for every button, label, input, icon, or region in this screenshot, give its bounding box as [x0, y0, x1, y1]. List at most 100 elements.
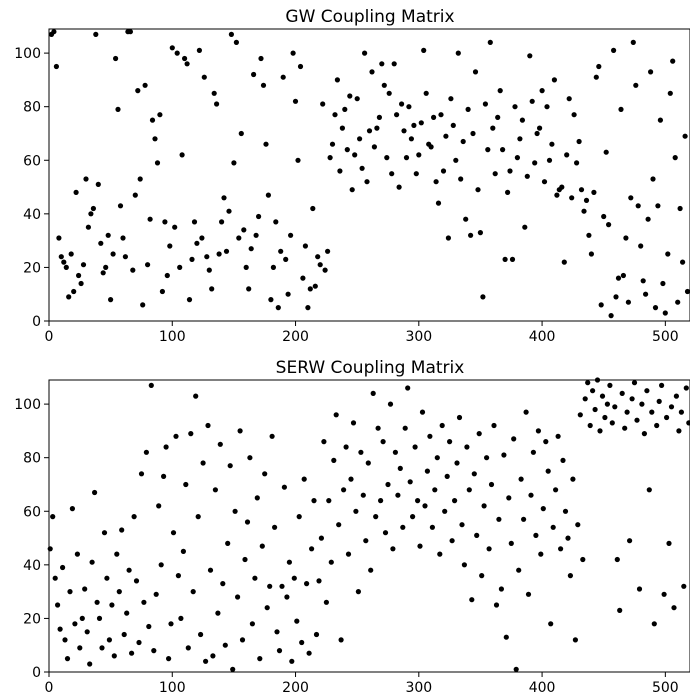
gw-point-242 [645, 216, 651, 222]
gw-point-180 [492, 171, 498, 177]
serw-point-207 [558, 546, 564, 552]
gw-y-tick-label-4: 80 [23, 100, 41, 116]
gw-point-239 [638, 243, 644, 249]
serw-point-158 [437, 551, 443, 557]
gw-point-144 [403, 155, 410, 161]
gw-point-187 [509, 256, 516, 262]
serw-point-42 [151, 648, 157, 654]
gw-point-223 [598, 302, 604, 308]
serw-point-18 [92, 489, 98, 496]
gw-point-151 [421, 47, 427, 54]
gw-point-92 [275, 305, 281, 311]
gw-point-16 [88, 211, 94, 217]
gw-point-145 [406, 104, 412, 110]
serw-point-245 [651, 621, 657, 627]
gw-point-150 [418, 120, 424, 126]
serw-point-105 [306, 650, 312, 656]
gw-point-128 [364, 179, 370, 185]
serw-point-27 [114, 551, 120, 557]
gw-point-22 [103, 264, 109, 270]
gw-point-199 [539, 88, 545, 94]
serw-point-86 [259, 543, 265, 549]
gw-point-226 [606, 222, 612, 228]
serw-point-228 [609, 420, 615, 426]
gw-point-6 [63, 264, 69, 270]
gw-point-35 [135, 88, 141, 94]
gw-point-30 [122, 254, 128, 260]
serw-point-124 [353, 508, 359, 514]
serw-point-8 [67, 589, 73, 595]
serw-point-169 [464, 444, 470, 450]
gw-point-192 [522, 224, 528, 230]
gw-point-181 [495, 114, 501, 120]
serw-chart-title: SERW Coupling Matrix [276, 358, 465, 378]
gw-point-129 [366, 128, 373, 134]
serw-point-225 [602, 414, 608, 421]
serw-point-44 [156, 503, 162, 509]
gw-point-219 [588, 251, 595, 257]
serw-point-96 [284, 594, 290, 600]
gw-point-25 [110, 251, 116, 257]
serw-point-3 [55, 602, 61, 608]
gw-point-95 [283, 256, 289, 262]
gw-axes-frame [48, 28, 690, 322]
serw-point-32 [126, 567, 132, 573]
serw-point-19 [94, 599, 100, 605]
gw-point-252 [670, 58, 676, 64]
serw-point-224 [599, 393, 606, 399]
serw-point-89 [267, 583, 273, 589]
serw-point-52 [175, 573, 181, 579]
serw-point-104 [304, 581, 310, 587]
gw-point-124 [354, 96, 360, 102]
serw-point-126 [358, 449, 364, 455]
serw-point-115 [331, 457, 337, 463]
gw-y-tick-label-0: 0 [32, 314, 41, 330]
serw-point-113 [326, 498, 332, 504]
gw-point-10 [73, 189, 79, 195]
gw-point-78 [241, 227, 247, 233]
serw-point-54 [180, 548, 186, 555]
serw-point-150 [417, 543, 423, 549]
serw-point-76 [235, 594, 241, 600]
serw-point-79 [242, 556, 248, 563]
serw-point-77 [237, 428, 243, 434]
gw-point-208 [561, 259, 567, 265]
serw-point-166 [456, 414, 463, 421]
gw-x-tick-label-3: 300 [405, 329, 432, 345]
gw-point-152 [423, 90, 429, 96]
gw-point-7 [66, 294, 72, 300]
gw-point-130 [369, 69, 375, 75]
gw-point-93 [278, 248, 284, 254]
serw-point-67 [212, 487, 218, 493]
gw-point-2 [53, 63, 60, 70]
serw-x-tick-label-1: 100 [159, 680, 186, 696]
serw-point-60 [195, 514, 201, 520]
serw-point-255 [676, 428, 682, 434]
gw-point-8 [68, 251, 74, 257]
gw-point-246 [655, 203, 661, 209]
gw-point-182 [497, 88, 503, 94]
serw-point-164 [452, 498, 458, 504]
gw-point-132 [374, 125, 380, 131]
serw-point-256 [678, 409, 685, 415]
gw-point-104 [305, 305, 311, 311]
gw-point-176 [482, 101, 488, 107]
gw-point-228 [611, 47, 617, 54]
gw-point-165 [455, 50, 461, 56]
serw-point-132 [373, 514, 379, 520]
serw-point-143 [400, 524, 406, 530]
serw-point-139 [390, 546, 396, 552]
gw-point-91 [273, 219, 279, 225]
gw-point-37 [140, 302, 146, 308]
gw-point-233 [623, 235, 629, 241]
serw-point-219 [587, 422, 593, 429]
gw-point-243 [648, 69, 654, 75]
serw-point-114 [328, 559, 334, 565]
gw-point-209 [564, 152, 570, 158]
serw-point-155 [429, 524, 435, 530]
serw-point-17 [89, 559, 95, 565]
gw-point-238 [635, 203, 641, 209]
serw-point-252 [668, 404, 675, 410]
serw-point-15 [84, 629, 90, 635]
